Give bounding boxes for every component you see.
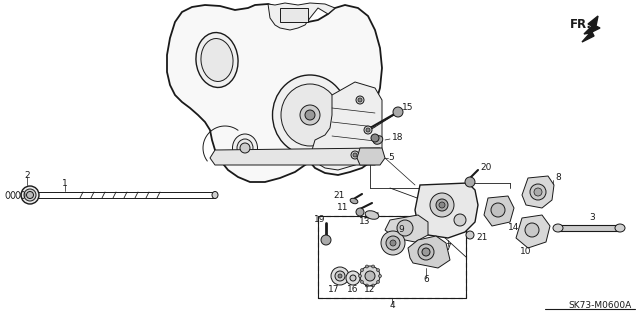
Ellipse shape [24,189,36,201]
Circle shape [371,134,379,142]
Circle shape [356,208,364,216]
Text: FR.: FR. [570,19,592,32]
Circle shape [321,235,331,245]
Polygon shape [408,236,450,268]
Circle shape [353,153,357,157]
Polygon shape [415,183,478,238]
Text: 17: 17 [328,286,340,294]
Circle shape [360,269,364,271]
Text: 9: 9 [398,226,404,234]
Circle shape [364,126,372,134]
Circle shape [439,202,445,208]
Circle shape [418,244,434,260]
Circle shape [358,275,362,278]
Bar [318,216,466,298]
Ellipse shape [212,191,218,198]
Polygon shape [312,82,382,170]
Polygon shape [522,176,554,208]
Polygon shape [167,4,382,182]
Polygon shape [210,148,382,165]
Circle shape [360,266,380,286]
Circle shape [346,271,360,285]
Text: SK73-M0600A: SK73-M0600A [569,300,632,309]
Circle shape [430,193,454,217]
Circle shape [393,107,403,117]
Polygon shape [268,3,335,30]
Circle shape [300,105,320,125]
Ellipse shape [237,139,253,157]
Text: 21: 21 [476,234,488,242]
Circle shape [372,265,374,268]
Polygon shape [357,148,385,165]
Circle shape [240,143,250,153]
Text: 15: 15 [402,103,413,113]
Ellipse shape [26,191,33,198]
Circle shape [454,214,466,226]
Circle shape [465,177,475,187]
Ellipse shape [350,198,358,204]
Circle shape [525,223,539,237]
Polygon shape [385,215,428,242]
Circle shape [390,240,396,246]
Ellipse shape [196,33,238,87]
Ellipse shape [281,84,339,146]
Text: 7: 7 [445,243,451,253]
Circle shape [366,128,370,132]
Circle shape [381,231,405,255]
Text: 13: 13 [359,218,371,226]
Circle shape [358,98,362,102]
Polygon shape [516,215,550,248]
Circle shape [466,231,474,239]
Circle shape [335,271,345,281]
Circle shape [422,248,430,256]
Circle shape [534,188,542,196]
Text: 11: 11 [337,204,348,212]
Circle shape [397,220,413,236]
Polygon shape [280,8,308,22]
Text: 14: 14 [508,224,520,233]
Circle shape [356,96,364,104]
Ellipse shape [373,136,383,144]
Circle shape [376,280,380,283]
Circle shape [386,236,400,250]
Circle shape [372,284,374,287]
Circle shape [350,275,356,281]
Circle shape [365,271,375,281]
Circle shape [365,265,369,268]
Ellipse shape [273,75,348,155]
Circle shape [360,280,364,283]
Circle shape [331,267,349,285]
Text: 3: 3 [589,213,595,222]
Text: 4: 4 [389,301,395,310]
Ellipse shape [21,186,39,204]
Text: 19: 19 [314,216,326,225]
Polygon shape [582,16,600,42]
Text: 5: 5 [388,153,394,162]
Text: 21: 21 [333,190,345,199]
Circle shape [365,284,369,287]
Ellipse shape [201,39,233,81]
Ellipse shape [553,224,563,232]
Ellipse shape [615,224,625,232]
Circle shape [338,274,342,278]
Ellipse shape [232,134,257,162]
Text: 18: 18 [392,133,403,143]
Circle shape [305,110,315,120]
Text: 2: 2 [24,170,30,180]
Circle shape [351,151,359,159]
Ellipse shape [365,211,379,219]
Text: 8: 8 [555,174,561,182]
Text: 12: 12 [364,286,376,294]
Circle shape [530,184,546,200]
Text: 10: 10 [520,248,532,256]
Circle shape [376,269,380,271]
Circle shape [378,275,381,278]
Text: 16: 16 [348,286,359,294]
Text: 20: 20 [480,164,492,173]
Circle shape [436,199,448,211]
Text: 6: 6 [423,276,429,285]
Circle shape [491,203,505,217]
Polygon shape [484,196,514,226]
Text: 1: 1 [62,179,68,188]
